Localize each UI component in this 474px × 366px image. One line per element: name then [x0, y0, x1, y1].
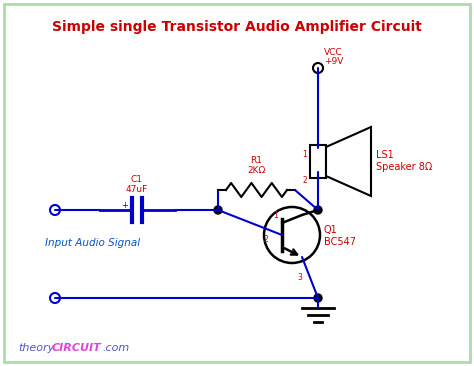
Text: +: + [122, 202, 128, 210]
Text: theory: theory [18, 343, 54, 353]
Text: Q1
BC547: Q1 BC547 [324, 225, 356, 247]
Text: +9V: +9V [324, 57, 343, 66]
Text: VCC: VCC [324, 48, 343, 57]
Circle shape [314, 294, 322, 302]
Text: 3: 3 [298, 273, 302, 282]
Circle shape [214, 206, 222, 214]
Text: 1: 1 [273, 210, 278, 220]
Bar [310, 145, 326, 178]
Text: Input Audio Signal: Input Audio Signal [45, 238, 140, 248]
Text: .com: .com [102, 343, 129, 353]
Polygon shape [326, 127, 371, 196]
Text: Simple single Transistor Audio Amplifier Circuit: Simple single Transistor Audio Amplifier… [52, 20, 422, 34]
Text: 1: 1 [302, 150, 307, 159]
Circle shape [314, 206, 322, 214]
Text: CIRCUIT: CIRCUIT [52, 343, 102, 353]
Text: R1
2KΩ: R1 2KΩ [247, 156, 265, 175]
Text: 2: 2 [302, 176, 307, 185]
Text: LS1
Speaker 8Ω: LS1 Speaker 8Ω [376, 150, 432, 172]
Text: C1
47uF: C1 47uF [126, 175, 148, 194]
Text: 2: 2 [263, 235, 268, 244]
